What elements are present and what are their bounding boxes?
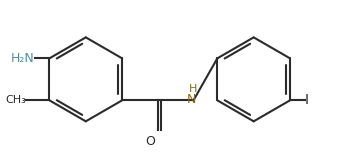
Text: I: I bbox=[305, 93, 309, 107]
Text: N: N bbox=[187, 93, 196, 106]
Text: O: O bbox=[145, 135, 155, 148]
Text: H: H bbox=[189, 84, 198, 94]
Text: H₂N: H₂N bbox=[11, 52, 35, 65]
Text: CH₃: CH₃ bbox=[6, 95, 26, 105]
